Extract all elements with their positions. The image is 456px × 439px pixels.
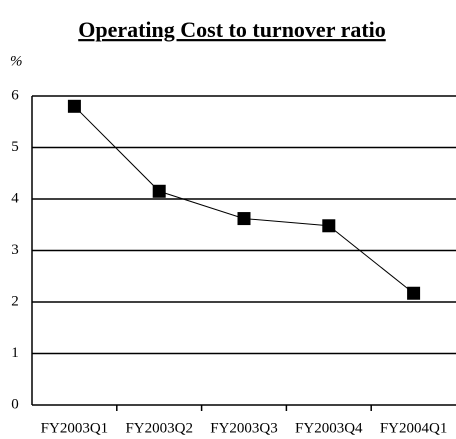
x-tick-label: FY2003Q1 <box>41 420 109 436</box>
marker <box>407 286 421 300</box>
y-tick-label: 5 <box>11 139 19 155</box>
marker <box>152 184 166 198</box>
y-axis-label: % <box>10 53 23 69</box>
y-tick-label: 4 <box>11 190 19 206</box>
line <box>74 105 414 294</box>
y-tick-label: 1 <box>11 345 19 361</box>
y-tick-label: 0 <box>11 396 19 412</box>
y-tick-label: 3 <box>11 242 19 258</box>
x-tick-label: FY2003Q2 <box>125 420 193 436</box>
x-tick-label: FY2004Q1 <box>380 420 448 436</box>
chart-title: Operating Cost to turnover ratio <box>78 17 386 42</box>
x-tick-label: FY2003Q4 <box>295 420 363 436</box>
y-tick-label: 6 <box>11 87 19 103</box>
marker <box>67 99 81 113</box>
x-tick-label: FY2003Q3 <box>210 420 278 436</box>
marker <box>237 212 251 226</box>
y-tick-label: 2 <box>11 293 19 309</box>
marker <box>322 219 336 233</box>
